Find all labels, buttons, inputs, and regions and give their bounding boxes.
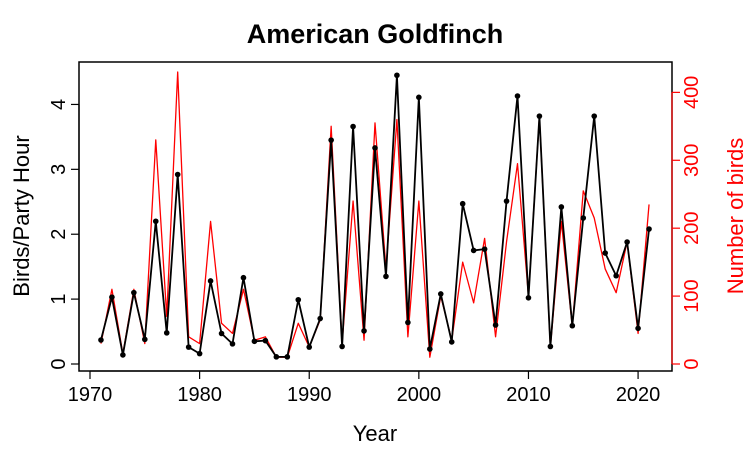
y-tick-label: 2 <box>48 229 70 240</box>
data-point <box>372 145 378 151</box>
data-point <box>240 274 247 281</box>
data-point <box>284 354 291 360</box>
x-axis-label: Year <box>353 421 397 446</box>
x-tick-label: 1970 <box>68 384 113 406</box>
data-point <box>98 337 104 343</box>
chart-title: American Goldfinch <box>247 19 504 49</box>
data-point <box>328 137 334 143</box>
data-point <box>295 296 302 303</box>
data-point <box>185 344 192 350</box>
data-point <box>437 291 444 297</box>
data-point <box>525 295 532 301</box>
data-point <box>646 226 652 232</box>
data-point <box>591 113 598 119</box>
data-point <box>613 272 619 279</box>
data-point <box>163 330 170 336</box>
y2-tick-label: 300 <box>681 144 703 177</box>
x-tick-label: 2010 <box>506 384 551 406</box>
data-point <box>361 328 367 334</box>
y2-tick-label: 400 <box>681 76 703 109</box>
data-point <box>569 322 576 329</box>
data-point <box>635 325 641 332</box>
series-layer <box>98 71 652 360</box>
x-tick-label: 1980 <box>177 384 222 406</box>
y2-axis-label: Number of birds <box>723 138 748 295</box>
data-point <box>459 200 466 207</box>
x-tick-label: 2020 <box>616 384 661 406</box>
right-axis: 0 100 200 300 400 <box>671 76 703 370</box>
data-point <box>207 278 214 284</box>
bottom-axis: 1970 1980 1990 2000 2010 2020 <box>68 370 661 406</box>
y-tick-label: 0 <box>48 358 70 369</box>
data-point <box>174 171 181 178</box>
data-point <box>602 250 608 256</box>
data-point <box>317 315 323 322</box>
data-point <box>547 343 554 350</box>
data-point <box>448 339 455 345</box>
data-point <box>514 93 521 99</box>
y-tick-label: 1 <box>48 294 70 305</box>
data-point <box>131 289 137 296</box>
left-axis: 0 1 2 3 4 <box>48 99 80 370</box>
data-point <box>536 113 543 119</box>
x-tick-label: 2000 <box>397 384 442 406</box>
y2-tick-label: 100 <box>681 279 703 312</box>
data-point <box>492 322 499 328</box>
data-point <box>262 337 269 344</box>
data-point <box>405 319 411 326</box>
data-point <box>350 123 356 130</box>
data-point <box>218 330 225 337</box>
data-point <box>109 294 115 300</box>
y-tick-label: 3 <box>48 164 70 175</box>
data-point <box>251 338 258 345</box>
data-point <box>152 218 159 225</box>
data-point <box>580 215 587 221</box>
data-point <box>142 336 148 343</box>
x-tick-label: 1990 <box>287 384 332 406</box>
data-point <box>427 346 433 352</box>
y2-tick-label: 200 <box>681 211 703 244</box>
series-line-number-of-birds <box>100 71 650 358</box>
data-point <box>503 198 510 204</box>
data-point <box>416 94 422 101</box>
data-point <box>229 341 236 347</box>
data-point <box>470 247 477 254</box>
data-point <box>624 239 630 245</box>
data-point <box>394 72 400 79</box>
data-point <box>120 352 126 358</box>
data-point <box>383 273 389 280</box>
y-tick-label: 4 <box>48 99 70 110</box>
data-point <box>339 343 345 350</box>
data-point <box>558 204 565 210</box>
y-axis-label: Birds/Party Hour <box>9 135 34 296</box>
data-point <box>196 350 203 357</box>
data-point <box>273 354 280 360</box>
data-point <box>306 344 313 350</box>
y2-tick-label: 0 <box>681 358 703 369</box>
data-point <box>481 246 488 252</box>
